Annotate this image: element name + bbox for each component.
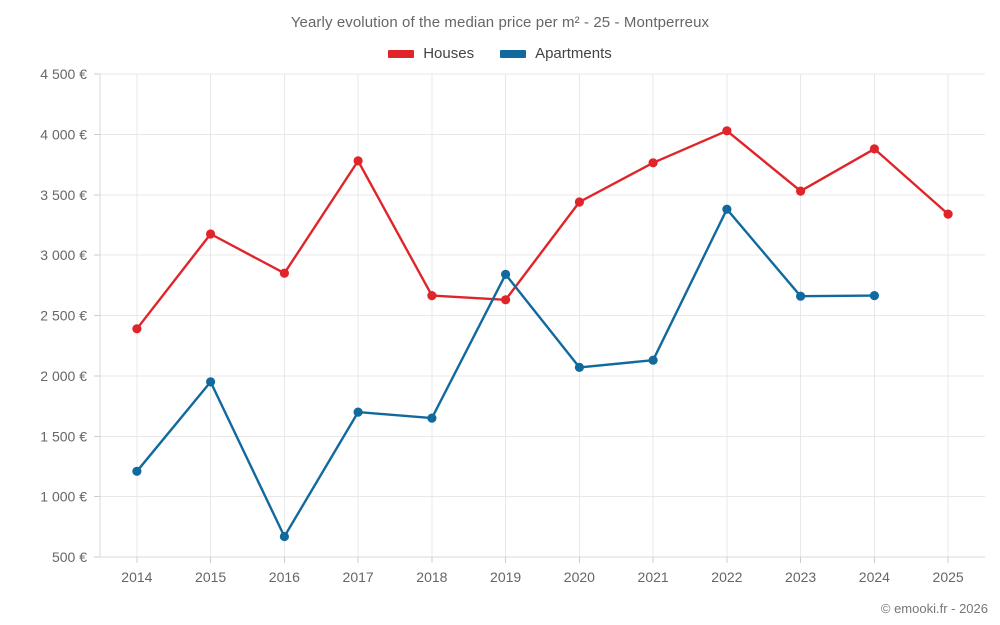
true (943, 209, 953, 219)
true (501, 295, 511, 305)
true (648, 158, 658, 168)
x-axis-label: 2017 (343, 569, 374, 585)
y-axis-label: 2 000 € (40, 368, 87, 384)
true (353, 156, 363, 166)
true (206, 377, 216, 387)
chart-title: Yearly evolution of the median price per… (290, 14, 710, 31)
copyright-credit: © emooki.fr - 2026 (880, 601, 988, 616)
y-axis-label: 500 € (52, 549, 87, 565)
true (869, 291, 880, 301)
true (648, 355, 658, 365)
x-axis-label: 2023 (785, 569, 816, 585)
true (796, 291, 806, 301)
true (427, 291, 437, 301)
x-axis-label: 2019 (490, 569, 521, 585)
true (869, 144, 880, 154)
x-axis-label: 2022 (711, 569, 742, 585)
true (722, 204, 732, 214)
y-axis-label: 4 000 € (40, 126, 87, 142)
true (501, 269, 511, 279)
x-axis-label: 2021 (638, 569, 669, 585)
true (132, 324, 142, 334)
legend-swatch-houses (388, 49, 415, 58)
legend-label-houses: Houses (423, 45, 475, 62)
true (132, 466, 142, 476)
x-axis-label: 2018 (416, 569, 447, 585)
y-axis-label: 4 500 € (40, 66, 87, 82)
chart-legend: Houses Apartments (0, 45, 1000, 62)
x-axis-label: 2016 (269, 569, 300, 585)
legend-swatch-apartments (500, 49, 527, 58)
true (279, 268, 289, 278)
true (574, 197, 585, 207)
series-line-houses (135, 129, 950, 330)
x-axis-label: 2015 (195, 569, 226, 585)
true (796, 186, 806, 196)
true (279, 531, 289, 542)
true (353, 407, 363, 417)
x-axis-label: 2024 (859, 569, 890, 585)
legend-item-houses[interactable]: Houses (388, 45, 474, 62)
true (206, 229, 216, 239)
y-axis-label: 1 000 € (40, 489, 87, 505)
y-axis-label: 2 500 € (40, 308, 87, 324)
y-axis-label: 3 000 € (40, 247, 87, 263)
true (722, 126, 732, 136)
legend-item-apartments[interactable]: Apartments (500, 45, 612, 62)
y-axis-label: 3 500 € (40, 187, 87, 203)
legend-label-apartments: Apartments (535, 45, 612, 62)
true (574, 362, 585, 372)
x-axis-label: 2014 (121, 569, 152, 585)
x-axis-label: 2020 (564, 569, 595, 585)
y-axis-label: 1 500 € (40, 428, 87, 444)
true (427, 413, 437, 423)
x-axis-label: 2025 (933, 569, 964, 585)
